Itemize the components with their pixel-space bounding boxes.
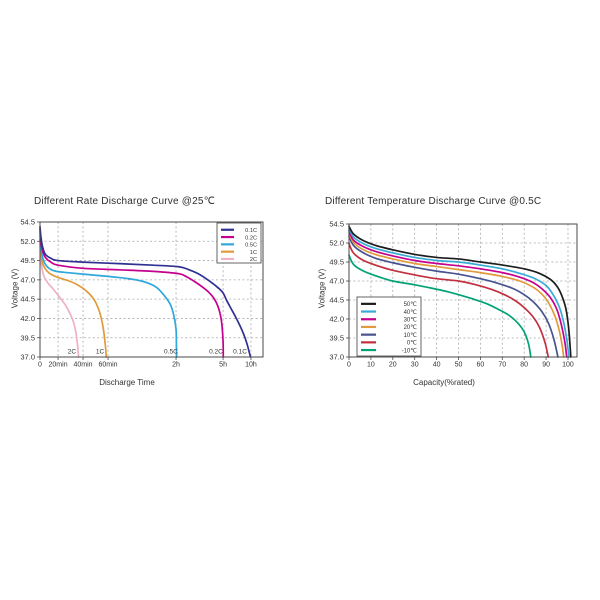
x-tick-label: 0 [38,362,42,369]
x-tick-label: 40 [433,362,441,369]
temperature-x-axis-label: Capacity(%rated) [413,378,475,387]
curve-0.2C [39,228,225,358]
curve-0.5C [39,230,178,358]
x-tick-label: 20min [49,362,68,369]
y-tick-label: 49.5 [329,258,344,267]
y-tick-label: 39.5 [20,333,35,342]
legend-label-50℃: 50℃ [404,302,418,308]
y-tick-label: 47.0 [20,275,35,284]
x-tick-label: 10h [245,362,257,369]
curves [348,225,572,358]
curve-label-2C: 2C [68,349,77,356]
curve-label-0.5C: 0.5C [164,349,178,356]
y-tick-label: 52.0 [329,239,344,248]
y-tick-label: 42.0 [20,314,35,323]
legend-label-30℃: 30℃ [404,317,418,323]
y-tick-label: 44.5 [329,296,344,305]
x-tick-label: 40min [73,362,92,369]
y-tick-label: 54.5 [20,218,35,227]
x-tick-label: 60min [98,362,117,369]
y-tick-label: 39.5 [329,334,344,343]
legend-label-0.2C: 0.2C [245,235,257,241]
curve-40℃ [348,227,570,358]
rate-plot-svg: 54.5 52.0 49.5 47.0 44.5 42.0 39.5 37.00 20min 40… [20,218,264,369]
curve-2C [39,238,80,358]
legend-label--10℃: -10℃ [402,348,418,354]
curve-0.1C [39,225,252,358]
curve-30℃ [348,229,568,358]
plot-border [348,223,578,358]
tick-marks [37,221,252,360]
y-tick-label: 52.0 [20,237,35,246]
x-tick-label: 2h [172,362,180,369]
curve-label-1C: 1C [96,349,105,356]
legend-label-1C: 1C [250,250,257,256]
legend-label-10℃: 10℃ [404,333,418,339]
temperature-discharge-chart: Different Temperature Discharge Curve @0… [318,195,590,400]
x-tick-label: 60 [476,362,484,369]
y-tick-label: 42.0 [329,315,344,324]
curve-label-0.1C: 0.1C [233,349,247,356]
legend-label-2C: 2C [250,257,257,263]
x-tick-label: 70 [498,362,506,369]
rate-discharge-chart: Different Rate Discharge Curve @25℃ Volt… [8,195,300,400]
y-tick-label: 49.5 [20,256,35,265]
y-tick-label: 54.5 [329,220,344,229]
y-tick-label: 37.0 [20,353,35,362]
x-tick-label: 50 [455,362,463,369]
temperature-plot-svg: 54.5 52.0 49.5 47.0 44.5 42.0 39.5 37.00 10 20 30 4… [329,220,578,369]
rate-x-axis-label: Discharge Time [99,378,155,387]
y-tick-label: 47.0 [329,277,344,286]
curve-1C [39,233,108,358]
legend-label-0.1C: 0.1C [245,228,257,234]
x-tick-label: 100 [562,362,574,369]
tick-marks [346,223,569,360]
x-tick-label: 0 [347,362,351,369]
curve-50℃ [348,225,572,358]
curve-20℃ [348,232,565,358]
y-tick-label: 44.5 [20,295,35,304]
curve-0℃ [348,242,550,358]
plot-border [39,221,264,358]
legend-label-40℃: 40℃ [404,310,418,316]
legend-label-20℃: 20℃ [404,325,418,331]
curve-10℃ [348,235,559,358]
curve-label-0.2C: 0.2C [209,349,223,356]
x-tick-label: 10 [367,362,375,369]
x-tick-label: 30 [411,362,419,369]
x-tick-label: 90 [542,362,550,369]
legend-label-0℃: 0℃ [407,341,417,347]
rate-chart-title: Different Rate Discharge Curve @25℃ [34,196,216,207]
curve--10℃ [348,254,532,358]
curves [39,225,252,358]
x-tick-label: 5h [219,362,227,369]
temperature-chart-title: Different Temperature Discharge Curve @0… [325,196,542,207]
legend: 50℃ 40℃30℃ 20℃ 10℃ 0℃-10℃ [356,296,422,357]
y-tick-label: 37.0 [329,353,344,362]
x-tick-label: 20 [389,362,397,369]
x-tick-label: 80 [520,362,528,369]
legend-label-0.5C: 0.5C [245,243,257,249]
